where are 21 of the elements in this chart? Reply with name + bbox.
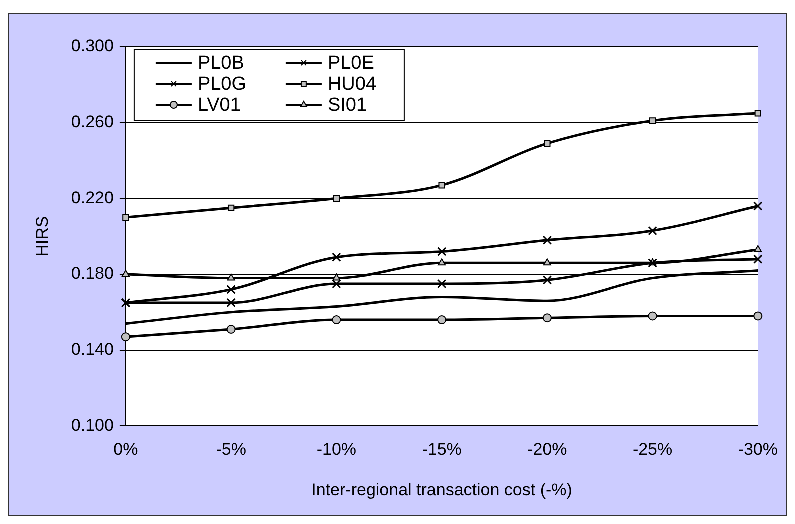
y-tick-label: 0.220 — [71, 188, 114, 208]
legend-label: PL0G — [198, 74, 247, 96]
x-axis-title: Inter-regional transaction cost (-%) — [312, 480, 572, 500]
x-tick-label: -5% — [216, 440, 246, 460]
x-tick-label: -10% — [316, 440, 357, 460]
y-tick-label: 0.100 — [71, 416, 114, 435]
legend-label: HU04 — [328, 74, 377, 96]
x-tick-label: -25% — [632, 440, 673, 460]
x-tick-label: -20% — [528, 440, 568, 460]
x-tick-label: 0% — [114, 440, 138, 460]
y-axis-title: HIRS — [32, 216, 52, 257]
x-tick-label: -30% — [738, 440, 778, 460]
legend-label: PL0E — [328, 53, 374, 74]
y-tick-label: 0.180 — [71, 264, 114, 284]
x-tick-label: -15% — [422, 440, 462, 460]
legend-label: LV01 — [198, 95, 241, 116]
legend-label: SI01 — [328, 95, 368, 116]
legend-label: PL0B — [198, 53, 244, 74]
y-tick-label: 0.140 — [71, 340, 114, 360]
y-tick-label: 0.260 — [71, 112, 114, 132]
y-tick-label: 0.300 — [71, 36, 114, 56]
